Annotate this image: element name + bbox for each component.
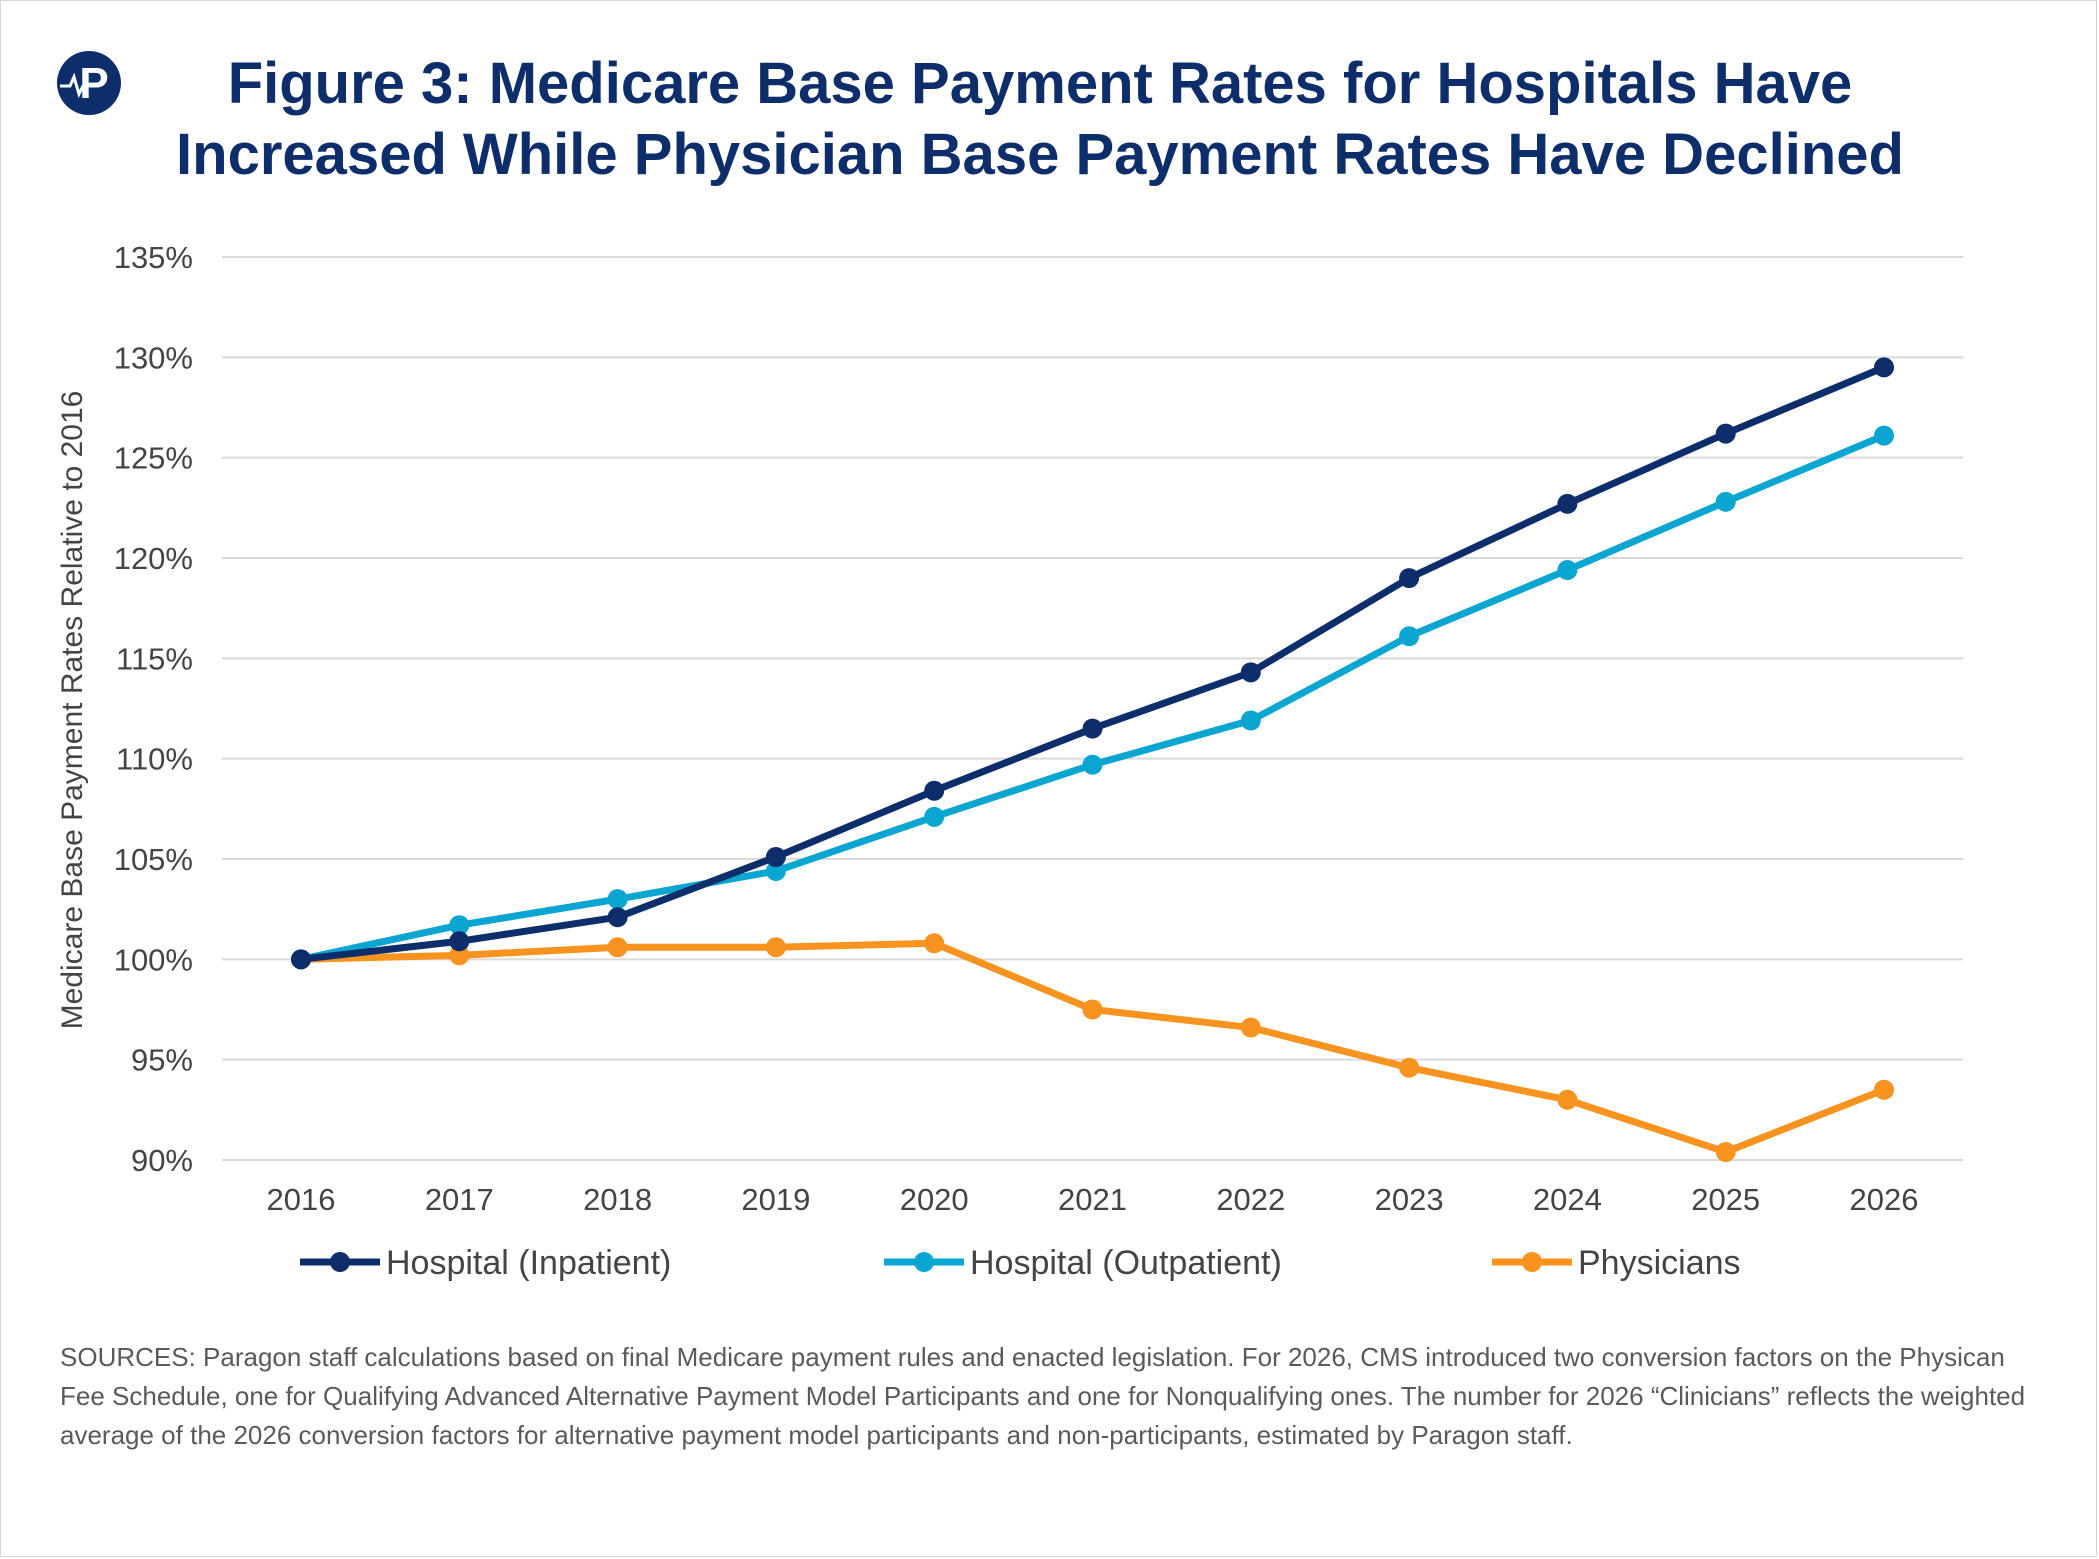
x-tick-label: 2025 — [1691, 1182, 1760, 1217]
legend-marker — [330, 1252, 350, 1272]
y-tick-label: 95% — [131, 1043, 193, 1078]
legend-label: Hospital (Outpatient) — [970, 1244, 1282, 1282]
x-tick-label: 2022 — [1216, 1182, 1285, 1217]
data-point — [765, 846, 786, 867]
data-point — [449, 945, 470, 966]
line-chart: 90% 95% 100% 105% 110% 115% 120% 125% 130% 135% 2… — [56, 240, 1963, 1282]
series-line — [297, 432, 1888, 963]
data-point — [1399, 568, 1420, 589]
x-axis-ticks: 2016 2017 2018 2019 2020 2021 2022 2023 2024 2025… — [267, 1182, 1919, 1217]
chart-title: Figure 3: Medicare Base Payment Rates fo… — [140, 48, 1940, 190]
data-point — [607, 937, 628, 958]
chart-title-line-1: Figure 3: Medicare Base Payment Rates fo… — [227, 51, 1853, 116]
y-tick-label: 125% — [114, 441, 193, 476]
data-point — [1082, 754, 1103, 775]
y-tick-label: 110% — [116, 742, 193, 777]
y-tick-label: 115% — [116, 641, 193, 676]
series-2 — [291, 933, 1894, 1162]
legend-label: Physicians — [1578, 1244, 1741, 1282]
legend-item-2: Physicians — [1492, 1244, 1741, 1282]
data-point — [291, 949, 311, 970]
x-tick-label: 2023 — [1375, 1182, 1444, 1217]
data-point — [607, 889, 628, 910]
data-point — [1399, 626, 1420, 647]
data-point — [1082, 718, 1103, 739]
y-tick-label: 135% — [114, 240, 193, 275]
y-tick-label: 105% — [114, 842, 193, 877]
x-tick-label: 2019 — [741, 1182, 810, 1217]
y-tick-label: 130% — [114, 340, 193, 375]
sources-note: SOURCES: Paragon staff calculations base… — [60, 1342, 2026, 1450]
series-0 — [291, 357, 1894, 970]
y-tick-label: 90% — [131, 1143, 193, 1178]
logo-letter: P — [79, 59, 108, 108]
data-point — [1557, 560, 1578, 581]
data-point — [765, 861, 786, 882]
data-point — [449, 915, 470, 936]
logo-circle — [57, 51, 121, 115]
data-point — [1240, 1017, 1261, 1038]
legend-marker — [1522, 1252, 1542, 1272]
legend-marker — [914, 1252, 934, 1272]
data-point — [1557, 1089, 1578, 1110]
chart-title-line-2: Increased While Physician Base Payment R… — [176, 122, 1904, 187]
legend-item-0: Hospital (Inpatient) — [300, 1244, 671, 1282]
data-point — [1240, 662, 1261, 683]
legend: Hospital (Inpatient) Hospital (Outpatient… — [300, 1244, 1741, 1282]
y-axis-ticks: 90% 95% 100% 105% 110% 115% 120% 125% 130% 135% — [114, 240, 193, 1178]
data-point — [449, 931, 470, 952]
data-point — [1399, 1057, 1420, 1078]
grid-lines — [222, 256, 1963, 1161]
y-tick-label: 120% — [114, 541, 193, 576]
series-line — [297, 939, 1888, 1156]
data-point — [1874, 357, 1894, 378]
logo-pulse-line — [60, 72, 89, 99]
paragon-logo: P — [57, 51, 121, 115]
data-point — [924, 780, 945, 801]
series-1 — [291, 425, 1894, 970]
data-point — [1557, 493, 1578, 514]
x-tick-label: 2018 — [583, 1182, 652, 1217]
x-tick-label: 2016 — [267, 1182, 336, 1217]
data-point — [1715, 491, 1736, 512]
data-point — [1715, 423, 1736, 444]
data-point — [1715, 1141, 1736, 1162]
data-point — [1082, 999, 1103, 1020]
data-point — [765, 937, 786, 958]
data-point — [1240, 710, 1261, 731]
x-tick-label: 2026 — [1850, 1182, 1919, 1217]
data-point — [1874, 1079, 1894, 1100]
x-tick-label: 2020 — [900, 1182, 969, 1217]
x-tick-label: 2024 — [1533, 1182, 1602, 1217]
x-tick-label: 2017 — [425, 1182, 494, 1217]
x-tick-label: 2021 — [1058, 1182, 1127, 1217]
legend-label: Hospital (Inpatient) — [386, 1244, 671, 1282]
series-line — [297, 363, 1888, 963]
data-point — [1874, 425, 1894, 446]
chart-series — [291, 357, 1894, 1162]
legend-item-1: Hospital (Outpatient) — [884, 1244, 1282, 1282]
data-point — [924, 933, 945, 954]
data-point — [607, 907, 628, 928]
data-point — [924, 806, 945, 827]
y-tick-label: 100% — [114, 942, 193, 977]
y-axis-label: Medicare Base Payment Rates Relative to … — [56, 391, 89, 1030]
